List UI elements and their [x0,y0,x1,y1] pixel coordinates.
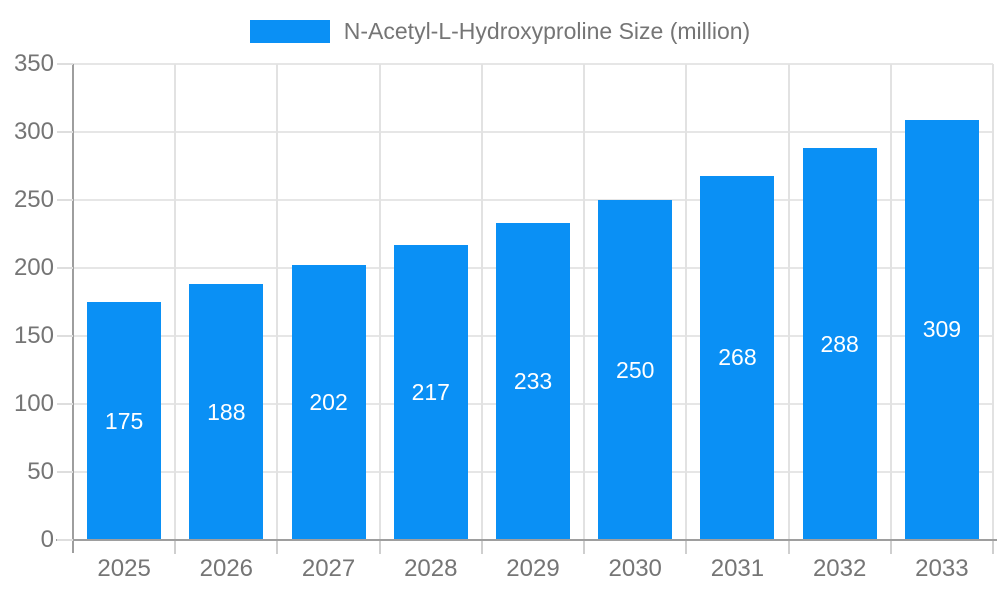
gridline-vertical [787,64,790,540]
gridline-vertical [992,64,994,540]
gridline-horizontal [73,63,993,65]
x-axis-tick-label: 2029 [506,555,560,582]
y-axis-tick-label: 200 [13,254,54,281]
bar-2031[interactable]: 268 [700,175,775,540]
bar-value-label: 233 [513,368,553,395]
x-axis-tick [378,541,381,554]
x-axis-tick [889,541,892,554]
legend-swatch[interactable] [249,20,330,43]
bar-2025[interactable]: 175 [87,302,162,540]
bar-2029[interactable]: 233 [496,223,570,540]
y-axis-tick [57,199,73,201]
bar-value-label: 217 [411,378,450,405]
bar-2030[interactable]: 250 [598,200,673,540]
x-axis-tick-label: 2030 [608,555,662,582]
y-axis-tick [57,335,73,337]
y-axis-tick-label: 250 [13,186,54,213]
bar-2032[interactable]: 288 [802,148,877,540]
y-axis-tick [57,539,73,541]
bar-value-label: 268 [718,344,757,371]
y-axis-tick-label: 50 [27,458,54,485]
x-axis-tick [992,541,994,554]
x-axis-line [56,539,997,541]
y-axis-tick-label: 100 [13,390,54,417]
gridline-vertical [583,64,586,540]
x-axis-tick [480,541,483,554]
y-axis-tick [57,131,73,133]
x-axis-tick [685,541,688,554]
y-axis-tick-label: 150 [13,322,54,349]
y-axis-tick-label: 0 [40,526,54,553]
bar-value-label: 250 [616,356,655,383]
bar-2026[interactable]: 188 [189,284,264,540]
x-axis-tick-label: 2031 [710,555,765,582]
bar-2033[interactable]: 309 [904,119,979,540]
x-axis-tick-label: 2026 [199,555,254,582]
x-axis-tick-label: 2032 [812,555,867,582]
legend-label[interactable]: N-Acetyl-L-Hydroxyproline Size (million) [343,18,751,44]
x-axis-tick-label: 2028 [404,555,458,582]
gridline-vertical [480,64,483,540]
y-axis-tick [57,403,73,405]
y-axis-tick-label: 300 [13,118,54,145]
y-axis-tick-label: 350 [13,50,54,77]
gridline-vertical [378,64,381,540]
gridline-horizontal [73,131,993,133]
x-axis-tick [276,541,279,554]
y-axis-line [72,64,74,553]
bar-value-label: 175 [104,407,144,434]
x-axis-tick-label: 2033 [915,555,969,582]
bar-2027[interactable]: 202 [291,265,366,540]
bar-value-label: 288 [820,330,859,357]
x-axis-tick [174,541,177,554]
bar-value-label: 309 [922,316,962,343]
bar-value-label: 188 [207,398,246,425]
gridline-vertical [276,64,279,540]
bar-2028[interactable]: 217 [393,244,468,540]
x-axis-tick-label: 2025 [97,555,151,582]
legend[interactable]: N-Acetyl-L-Hydroxyproline Size (million) [0,18,1000,45]
gridline-vertical [685,64,688,540]
plot-area: 175 188 202 217 233 250 268 288 309 [73,63,994,540]
bar-value-label: 202 [309,389,348,416]
y-axis-tick [57,471,73,473]
x-axis-tick-label: 2027 [301,555,356,582]
x-axis-tick [583,541,586,554]
gridline-vertical [174,64,177,540]
gridline-horizontal [73,199,993,201]
x-axis-tick [787,541,790,554]
gridline-vertical [889,64,892,540]
y-axis-tick [57,63,73,65]
y-axis-tick [57,267,73,269]
